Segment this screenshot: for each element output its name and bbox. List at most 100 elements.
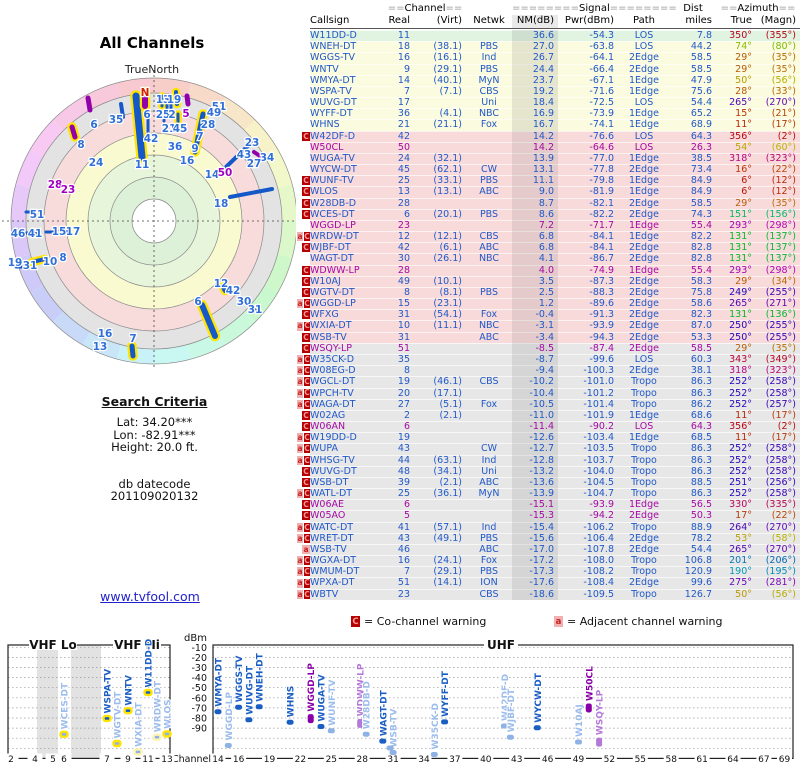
adjacent-channel-warning-icon: a (297, 377, 303, 387)
virtual-channel (414, 589, 466, 600)
virtual-channel: (17.1) (433, 387, 462, 399)
co-channel-warning-icon: C (304, 556, 310, 566)
signal-bar (245, 717, 253, 723)
nm-db: -15.3 (512, 510, 558, 522)
callsign: WHNS (310, 119, 340, 131)
real-channel: 24 (397, 152, 410, 164)
nm-db: -13.6 (512, 476, 558, 489)
signal-bar (112, 739, 122, 748)
signal-bar-label: W11DD-D (145, 639, 155, 688)
adjacent-channel-warning-icon: a (554, 616, 563, 627)
virtual-channel: (7.1) (439, 85, 462, 97)
channel-axis-title: Channel (172, 754, 211, 765)
nm-db: 8.6 (512, 208, 558, 220)
nm-db: 18.4 (512, 97, 558, 109)
co-channel-warning-icon: C (304, 388, 310, 398)
distance-miles: 68.6 (690, 409, 712, 421)
real-channel: 39 (397, 476, 410, 488)
callsign: W50CL (310, 141, 344, 153)
pwr-dbm: -103.4 (583, 432, 614, 444)
callsign: WSB-TV (310, 543, 347, 555)
co-channel-warning-icon: C (304, 433, 310, 443)
azimuth-magnetic: (17°) (771, 409, 796, 421)
distance-miles: 86.3 (690, 443, 712, 455)
nm-db: -8.5 (512, 342, 558, 354)
real-channel: 2 (403, 409, 410, 421)
warning-markers: C (296, 476, 310, 489)
table-row: a C WXIA-DT 10 (11.1) NBC -3.1 -93.9 2Edge 87.0 25… (296, 320, 800, 332)
radar-channel-label: 35 (109, 114, 124, 126)
path: 2Edge (629, 52, 659, 64)
azimuth-magnetic: (17°) (771, 119, 796, 131)
virtual-channel: (38.1) (433, 41, 462, 53)
path: Tropo (631, 588, 657, 600)
virtual-channel: (16.1) (433, 52, 462, 64)
distance-miles: 86.3 (690, 454, 712, 466)
distance-miles: 99.6 (690, 577, 712, 589)
callsign: WYCW-DT (310, 164, 357, 176)
channel-tick-label: 49 (573, 755, 585, 765)
warning-markers: C (296, 197, 310, 209)
table-row: C WCES-DT 6 (20.1) PBS 8.6 -82.2 2Edge 74.3 151° (… (296, 208, 800, 220)
path: 2Edge (629, 532, 659, 544)
azimuth-true: 252° (729, 454, 752, 466)
vhf-hi-title: VHF Hi (114, 638, 160, 652)
virtual-channel: (33.1) (433, 175, 462, 187)
real-channel: 49 (397, 275, 410, 287)
co-channel-warning-icon: C (304, 232, 310, 242)
real-channel: 7 (403, 566, 410, 578)
pwr-dbm: -84.1 (589, 242, 614, 254)
signal-bar-label: W42DF-D (501, 674, 511, 721)
group-header-azimuth: ==Azimuth== (720, 3, 796, 14)
tvfool-link[interactable]: www.tvfool.com (100, 589, 200, 604)
real-channel: 7 (403, 85, 410, 97)
pwr-dbm: -100.3 (583, 365, 614, 377)
warning-markers: C (296, 264, 310, 276)
signal-bar-label: WCES-DT (61, 682, 71, 729)
signal-bar (430, 752, 438, 757)
azimuth-true: 131° (729, 253, 752, 265)
co-channel-warning-icon: C (304, 399, 310, 409)
adjacent-channel-warning-icon: a (297, 489, 303, 499)
azimuth-magnetic: (256°) (765, 476, 796, 488)
signal-bar-label: WGTV-DT (114, 691, 124, 739)
tick-bg (140, 753, 156, 764)
virtual-channel (414, 421, 466, 432)
pwr-dbm: -103.7 (583, 454, 614, 466)
virtual-channel (414, 510, 466, 521)
distance-miles: 58.5 (690, 63, 712, 75)
signal-bar (379, 738, 387, 744)
table-row: a C WBTV 23 CBS -18.6 -109.5 Tropo 126.7 50° (56°) (296, 588, 800, 600)
uhf-title: UHF (487, 638, 515, 652)
warning-markers (296, 74, 310, 86)
network: Fox (480, 119, 498, 131)
signal-bar (307, 714, 314, 724)
signal-bar-label: WXIA-DT (135, 702, 145, 747)
callsign: WHSG-TV (310, 454, 355, 466)
callsign: W08EG-D (310, 365, 356, 377)
search-height: Height: 20.0 ft. (111, 440, 198, 454)
group-header-channel: ==Channel== (387, 3, 463, 14)
warning-markers (296, 85, 310, 98)
path: 2Edge (629, 208, 659, 220)
distance-miles: 54.4 (690, 543, 712, 555)
co-channel-warning-icon: C (302, 477, 310, 487)
nm-db: -3.4 (512, 331, 558, 343)
path: Tropo (631, 488, 657, 500)
real-channel: 43 (397, 532, 410, 544)
signal-bar-label: W50CL (585, 666, 595, 701)
network: Ind (481, 52, 497, 64)
signal-bar (506, 734, 514, 740)
nm-db: 2.5 (512, 286, 558, 299)
radar-channel-label: N (141, 87, 150, 99)
callsign: WGGS-TV (310, 52, 356, 64)
table-row: WNEH-DT 18 (38.1) PBS 27.0 -63.8 LOS 44.2 74° (80… (296, 41, 800, 53)
distance-miles: 64.3 (690, 130, 712, 142)
radar-channel-label: 6 (143, 109, 150, 121)
distance-miles: 53.3 (690, 331, 712, 343)
radar-channel-label: 8 (77, 139, 84, 151)
pwr-dbm: -101.4 (583, 398, 614, 410)
real-channel: 51 (397, 577, 410, 589)
